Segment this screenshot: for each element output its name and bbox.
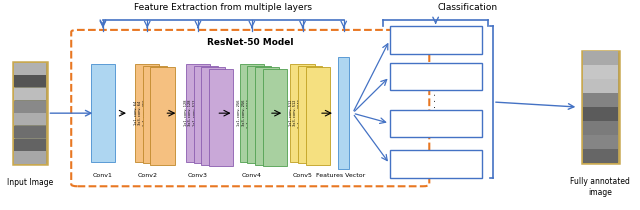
FancyBboxPatch shape: [14, 139, 46, 151]
FancyBboxPatch shape: [209, 69, 233, 166]
Text: Style: Style: [425, 35, 446, 45]
Text: 1x1, conv, 512
3x3, conv, 512
1x1, conv, 2048
ReLU, BN
x3: 1x1, conv, 512 3x3, conv, 512 1x1, conv,…: [289, 99, 311, 127]
FancyBboxPatch shape: [291, 64, 315, 162]
FancyBboxPatch shape: [262, 69, 287, 166]
FancyBboxPatch shape: [390, 150, 481, 178]
Text: Features Vector: Features Vector: [316, 173, 365, 178]
FancyBboxPatch shape: [193, 66, 218, 163]
FancyBboxPatch shape: [135, 64, 159, 162]
FancyBboxPatch shape: [583, 51, 618, 65]
FancyBboxPatch shape: [298, 66, 322, 163]
Text: Visual Language: Visual Language: [401, 159, 470, 168]
Text: Conv2: Conv2: [137, 173, 157, 178]
FancyBboxPatch shape: [14, 88, 46, 100]
Text: Fully annotated
image: Fully annotated image: [570, 177, 630, 197]
FancyBboxPatch shape: [583, 149, 618, 163]
Text: Conv3: Conv3: [188, 173, 208, 178]
Text: Symmetry: Symmetry: [414, 119, 458, 128]
Text: Conv5: Conv5: [292, 173, 312, 178]
FancyBboxPatch shape: [14, 151, 46, 164]
Text: avg
pool: avg pool: [339, 109, 348, 117]
FancyBboxPatch shape: [71, 30, 429, 186]
FancyBboxPatch shape: [583, 79, 618, 93]
Text: 1x1, conv, 64
3x3, conv, 64
1x1, conv, 256
ReLU, BN
x3: 1x1, conv, 64 3x3, conv, 64 1x1, conv, 2…: [134, 100, 156, 126]
FancyBboxPatch shape: [583, 65, 618, 79]
Text: Conv1: Conv1: [93, 173, 113, 178]
FancyBboxPatch shape: [582, 51, 619, 163]
FancyBboxPatch shape: [240, 64, 264, 162]
Text: 7x7, 64, stride 2
3x3 max pool,
stride 2: 7x7, 64, stride 2 3x3 max pool, stride 2: [96, 97, 109, 129]
FancyBboxPatch shape: [390, 26, 481, 54]
Text: 1x1, conv, 128
3x3, conv, 128
1x1, conv, 512
ReLU, BN
x4: 1x1, conv, 128 3x3, conv, 128 1x1, conv,…: [184, 100, 206, 126]
Text: Feature Extraction from multiple layers: Feature Extraction from multiple layers: [134, 3, 312, 12]
FancyBboxPatch shape: [143, 66, 167, 163]
FancyBboxPatch shape: [14, 101, 46, 113]
Text: Conv4: Conv4: [242, 173, 262, 178]
FancyBboxPatch shape: [248, 66, 271, 163]
FancyBboxPatch shape: [583, 93, 618, 107]
FancyBboxPatch shape: [255, 67, 279, 165]
FancyBboxPatch shape: [306, 67, 330, 165]
Text: Layers: Layers: [422, 72, 449, 81]
Text: ResNet-50 Model: ResNet-50 Model: [207, 38, 294, 47]
FancyBboxPatch shape: [91, 64, 115, 162]
FancyBboxPatch shape: [583, 107, 618, 121]
FancyBboxPatch shape: [583, 121, 618, 135]
FancyBboxPatch shape: [150, 67, 175, 165]
FancyBboxPatch shape: [14, 113, 46, 125]
FancyBboxPatch shape: [13, 62, 47, 164]
FancyBboxPatch shape: [14, 63, 46, 75]
Text: Input Image: Input Image: [7, 178, 53, 187]
Text: · · ·: · · ·: [431, 92, 440, 108]
Text: Classification: Classification: [437, 3, 497, 12]
FancyBboxPatch shape: [583, 135, 618, 148]
FancyBboxPatch shape: [186, 64, 210, 162]
FancyBboxPatch shape: [14, 126, 46, 138]
FancyBboxPatch shape: [390, 110, 481, 137]
FancyBboxPatch shape: [201, 67, 225, 165]
FancyBboxPatch shape: [338, 57, 349, 169]
FancyBboxPatch shape: [390, 63, 481, 90]
FancyBboxPatch shape: [14, 75, 46, 87]
Text: 1x1, conv, 256
3x3, conv, 256
1x1, conv, 1024
ReLU, BN
x6: 1x1, conv, 256 3x3, conv, 256 1x1, conv,…: [237, 99, 260, 127]
